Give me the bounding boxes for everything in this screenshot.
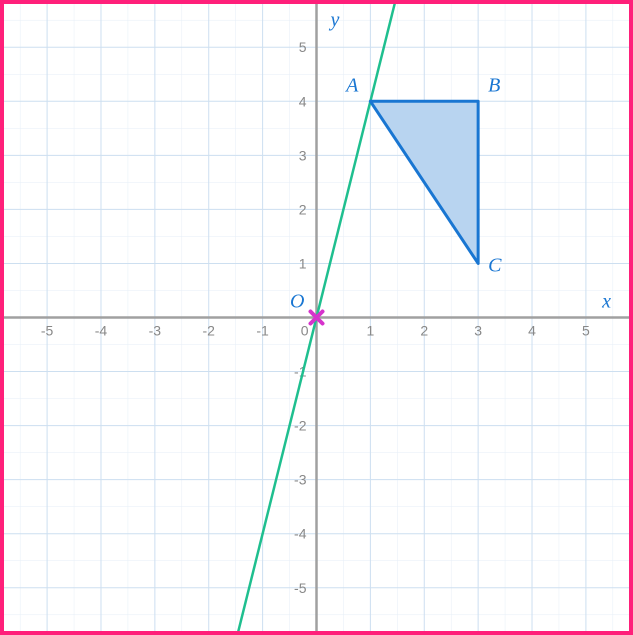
y-tick-label: -3 [294, 472, 307, 488]
vertex-label-c: C [488, 254, 502, 276]
x-tick-label: 5 [582, 323, 590, 339]
y-tick-label: 1 [299, 255, 307, 271]
vertex-label-b: B [488, 74, 500, 96]
origin-label: O [290, 291, 304, 313]
y-axis-label: y [329, 9, 340, 31]
y-tick-label: -4 [294, 526, 307, 542]
chart-svg: -5-4-3-2-1123450-5-4-3-2-112345ABCOxy [4, 4, 629, 631]
y-tick-label: -5 [294, 580, 307, 596]
coordinate-plane-chart: -5-4-3-2-1123450-5-4-3-2-112345ABCOxy [0, 0, 633, 635]
x-tick-label: -4 [95, 323, 108, 339]
y-tick-label: 5 [299, 39, 307, 55]
x-tick-label: -3 [149, 323, 162, 339]
y-tick-label: 3 [299, 147, 307, 163]
y-tick-label: -2 [294, 418, 307, 434]
x-axis-label: x [601, 291, 611, 313]
y-tick-label: 2 [299, 201, 307, 217]
x-tick-label: -2 [203, 323, 216, 339]
x-tick-label: 4 [528, 323, 536, 339]
origin-tick: 0 [301, 323, 309, 339]
y-tick-label: 4 [299, 93, 307, 109]
x-tick-label: 3 [474, 323, 482, 339]
x-tick-label: -1 [256, 323, 269, 339]
x-tick-label: 2 [420, 323, 428, 339]
x-tick-label: 1 [366, 323, 374, 339]
x-tick-label: -5 [41, 323, 54, 339]
vertex-label-a: A [344, 74, 359, 96]
